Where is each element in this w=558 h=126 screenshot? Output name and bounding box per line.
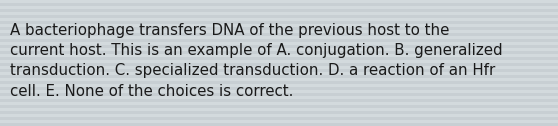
Bar	[0, 111, 558, 114]
Bar	[0, 6, 558, 9]
Bar	[0, 0, 558, 3]
Bar	[0, 9, 558, 12]
Bar	[0, 36, 558, 39]
Bar	[0, 24, 558, 27]
Bar	[0, 114, 558, 117]
Bar	[0, 54, 558, 57]
Bar	[0, 123, 558, 126]
Bar	[0, 69, 558, 72]
Text: A bacteriophage transfers DNA of the previous host to the
current host. This is : A bacteriophage transfers DNA of the pre…	[10, 23, 503, 99]
Bar	[0, 120, 558, 123]
Bar	[0, 93, 558, 96]
Bar	[0, 18, 558, 21]
Bar	[0, 39, 558, 42]
Bar	[0, 84, 558, 87]
Bar	[0, 75, 558, 78]
Bar	[0, 117, 558, 120]
Bar	[0, 21, 558, 24]
Bar	[0, 12, 558, 15]
Bar	[0, 48, 558, 51]
Bar	[0, 105, 558, 108]
Bar	[0, 72, 558, 75]
Bar	[0, 66, 558, 69]
Bar	[0, 102, 558, 105]
Bar	[0, 3, 558, 6]
Bar	[0, 108, 558, 111]
Bar	[0, 63, 558, 66]
Bar	[0, 51, 558, 54]
Bar	[0, 42, 558, 45]
Bar	[0, 15, 558, 18]
Bar	[0, 90, 558, 93]
Bar	[0, 87, 558, 90]
Bar	[0, 81, 558, 84]
Bar	[0, 96, 558, 99]
Bar	[0, 60, 558, 63]
Bar	[0, 45, 558, 48]
Bar	[0, 57, 558, 60]
Bar	[0, 33, 558, 36]
Bar	[0, 30, 558, 33]
Bar	[0, 27, 558, 30]
Bar	[0, 78, 558, 81]
Bar	[0, 99, 558, 102]
